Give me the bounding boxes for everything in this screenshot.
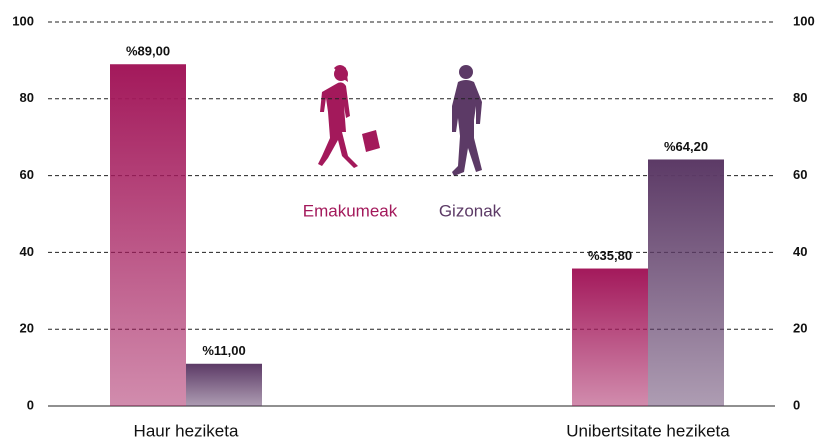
bar (572, 268, 648, 406)
x-tick-label: Unibertsitate heziketa (566, 421, 730, 440)
x-tick-label: Haur heziketa (134, 421, 239, 440)
man-icon (452, 65, 482, 176)
y-tick-label: 60 (20, 167, 34, 182)
value-label: %89,00 (126, 44, 170, 59)
y2-tick-label: 80 (793, 90, 807, 105)
legend-label: Emakumeak (303, 201, 398, 220)
bar (648, 159, 724, 406)
value-label: %35,80 (588, 248, 632, 263)
y-tick-label: 20 (20, 321, 34, 336)
y2-tick-label: 40 (793, 244, 807, 259)
y-tick-label: 40 (20, 244, 34, 259)
y2-tick-label: 100 (793, 13, 815, 28)
value-label: %64,20 (664, 139, 708, 154)
value-label: %11,00 (202, 343, 245, 358)
y2-tick-label: 20 (793, 321, 807, 336)
legend-label: Gizonak (439, 201, 502, 220)
bar (186, 363, 262, 406)
y-tick-label: 80 (20, 90, 34, 105)
bar (110, 64, 186, 407)
y-tick-label: 0 (27, 397, 34, 412)
y2-tick-label: 0 (793, 397, 800, 412)
woman-icon (318, 65, 380, 168)
y2-tick-label: 60 (793, 167, 807, 182)
y-tick-label: 100 (12, 13, 34, 28)
